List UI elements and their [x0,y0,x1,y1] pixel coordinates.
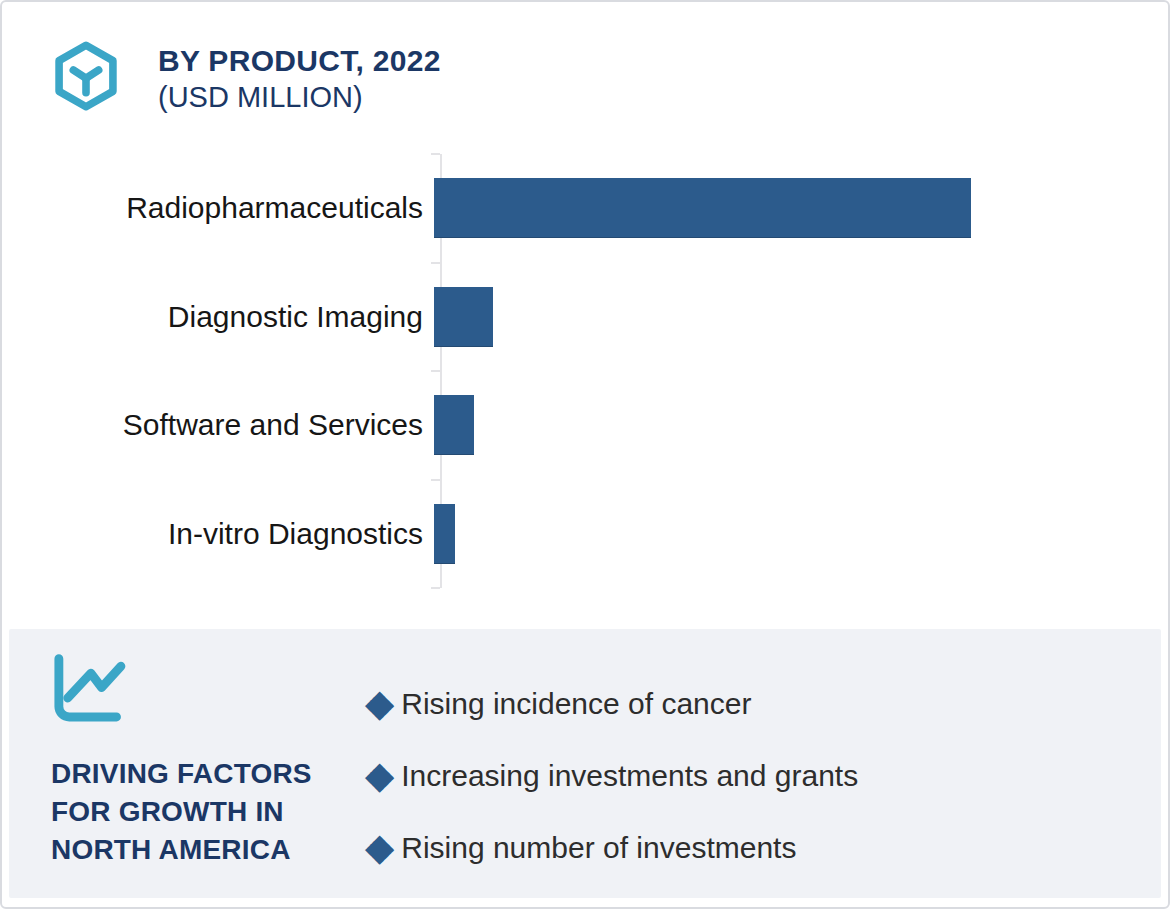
list-item: ◆ Increasing investments and grants [365,753,858,799]
factor-text: Rising number of investments [401,831,796,865]
bar [434,395,474,455]
category-label: In-vitro Diagnostics [2,517,432,551]
infographic-card: BY PRODUCT, 2022 (USD MILLION) Radiophar… [0,0,1170,909]
diamond-bullet-icon: ◆ [365,684,394,722]
bar-row: Software and Services [2,371,1148,480]
line-chart-icon [50,653,126,729]
diamond-bullet-icon: ◆ [365,828,394,866]
list-item: ◆ Rising number of investments [365,825,858,871]
bar-row: In-vitro Diagnostics [2,480,1148,589]
chart-title-block: BY PRODUCT, 2022 (USD MILLION) [158,43,441,115]
driving-factors-list: ◆ Rising incidence of cancer ◆ Increasin… [365,681,858,871]
bar [434,504,455,564]
bar-row: Diagnostic Imaging [2,263,1148,372]
chart-subtitle: (USD MILLION) [158,79,441,115]
category-label: Radiopharmaceuticals [2,191,432,225]
list-item: ◆ Rising incidence of cancer [365,681,858,727]
hexagon-cube-icon [48,38,124,114]
diamond-bullet-icon: ◆ [365,756,394,794]
bar-chart: Radiopharmaceuticals Diagnostic Imaging So… [2,154,1148,588]
bar-rows: Radiopharmaceuticals Diagnostic Imaging So… [2,154,1148,588]
bar [434,178,971,238]
driving-factors-title: DRIVING FACTORS FOR GROWTH IN NORTH AMER… [51,755,312,869]
category-label: Software and Services [2,408,432,442]
driving-factors-panel: DRIVING FACTORS FOR GROWTH IN NORTH AMER… [9,629,1161,898]
chart-title: BY PRODUCT, 2022 [158,43,441,79]
bar [434,287,493,347]
category-label: Diagnostic Imaging [2,300,432,334]
bar-row: Radiopharmaceuticals [2,154,1148,263]
factor-text: Rising incidence of cancer [401,687,751,721]
factor-text: Increasing investments and grants [401,759,858,793]
